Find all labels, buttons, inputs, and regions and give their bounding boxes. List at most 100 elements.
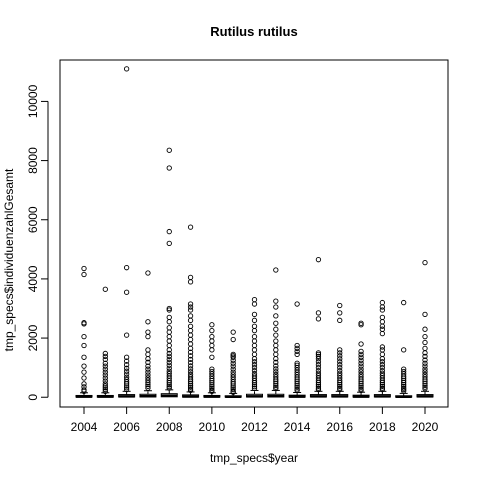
outlier-point-2006-5 xyxy=(123,358,130,364)
outlier-point-2007-1 xyxy=(145,319,151,325)
outlier-point-2020-4 xyxy=(422,339,428,346)
outlier-point-2016-9 xyxy=(337,365,343,371)
outlier-point-2019-12 xyxy=(401,386,407,393)
x-tick-label-2014: 2014 xyxy=(284,420,311,434)
outlier-point-2020-19 xyxy=(422,384,428,390)
outlier-point-2012-13 xyxy=(251,362,258,368)
outlier-point-2011-0 xyxy=(230,329,236,335)
outlier-point-2017-0 xyxy=(358,320,364,326)
outlier-point-2005-5 xyxy=(102,363,108,369)
outlier-point-2016-7 xyxy=(337,359,343,365)
x-tick-label-2006: 2006 xyxy=(113,420,140,434)
outlier-point-2005-3 xyxy=(102,356,108,363)
box-group-2006 xyxy=(118,66,136,398)
box-group-2019 xyxy=(395,299,413,399)
outlier-point-2006-3 xyxy=(123,332,130,338)
outlier-point-2018-13 xyxy=(379,362,386,368)
outlier-point-2012-11 xyxy=(251,356,258,362)
outlier-point-2011-19 xyxy=(230,389,236,395)
outlier-point-2017-6 xyxy=(358,357,364,363)
outlier-point-2018-2 xyxy=(379,307,386,313)
outlier-point-2015-15 xyxy=(315,379,322,386)
box-group-2013 xyxy=(267,267,285,398)
outlier-point-2009-4 xyxy=(187,304,194,310)
outlier-point-2014-18 xyxy=(294,387,300,394)
outlier-point-2017-10 xyxy=(358,369,364,375)
outlier-point-2008-25 xyxy=(166,380,172,386)
y-tick-label-10000: 10000 xyxy=(26,84,40,118)
outlier-point-2004-8 xyxy=(81,369,87,375)
outlier-point-2010-13 xyxy=(209,380,215,386)
outlier-point-2018-11 xyxy=(379,356,386,362)
outlier-point-2004-5 xyxy=(81,342,87,349)
outlier-point-2014-1 xyxy=(294,342,300,349)
outlier-point-2005-8 xyxy=(102,372,108,378)
outlier-point-2009-5 xyxy=(187,307,194,313)
outlier-point-2012-23 xyxy=(251,385,258,392)
outlier-point-2004-12 xyxy=(81,387,87,393)
outlier-point-2018-5 xyxy=(379,323,386,329)
box-group-2007 xyxy=(139,270,157,398)
outlier-point-2016-8 xyxy=(337,362,343,368)
outlier-point-2006-16 xyxy=(123,386,130,393)
outlier-point-2017-8 xyxy=(358,363,364,369)
outlier-point-2012-20 xyxy=(251,380,258,386)
outlier-point-2020-11 xyxy=(422,366,428,372)
outlier-point-2007-11 xyxy=(145,372,151,378)
outlier-point-2004-13 xyxy=(81,388,87,394)
outlier-point-2020-6 xyxy=(422,350,428,356)
outlier-point-2004-0 xyxy=(81,265,87,272)
box-group-2018 xyxy=(373,299,391,398)
outlier-point-2018-14 xyxy=(379,365,386,371)
outlier-point-2018-22 xyxy=(379,383,386,389)
outlier-point-2005-1 xyxy=(102,350,108,357)
outlier-point-2017-5 xyxy=(358,354,364,360)
outlier-point-2017-17 xyxy=(358,384,364,390)
outlier-point-2014-3 xyxy=(294,348,300,355)
x-axis-label: tmp_specs$year xyxy=(210,451,298,465)
box-group-2009 xyxy=(182,224,200,398)
outlier-point-2016-19 xyxy=(337,386,343,393)
outlier-point-2013-6 xyxy=(273,332,279,338)
outlier-point-2009-28 xyxy=(187,386,194,392)
outlier-point-2008-2 xyxy=(166,228,172,235)
outlier-point-2005-4 xyxy=(102,360,108,366)
outlier-point-2012-5 xyxy=(251,328,258,334)
outlier-point-2005-14 xyxy=(102,386,108,393)
outlier-point-2011-6 xyxy=(230,360,236,366)
outlier-point-2008-5 xyxy=(166,307,172,313)
outlier-point-2015-17 xyxy=(315,383,322,389)
outlier-point-2020-17 xyxy=(422,380,428,386)
plot-frame xyxy=(59,59,449,408)
outlier-point-2013-5 xyxy=(273,326,279,332)
outlier-point-2004-10 xyxy=(81,381,87,387)
outlier-point-2010-0 xyxy=(209,322,215,328)
outlier-point-2015-18 xyxy=(315,385,322,391)
outlier-point-2016-17 xyxy=(337,383,343,389)
outlier-point-2010-18 xyxy=(209,388,215,394)
outlier-point-2017-4 xyxy=(358,351,364,357)
outlier-point-2008-16 xyxy=(166,356,172,363)
outlier-point-2019-1 xyxy=(401,347,407,353)
box-group-2016 xyxy=(331,302,349,398)
y-tick-label-2000: 2000 xyxy=(26,324,40,351)
outlier-point-2012-22 xyxy=(251,383,258,390)
x-tick-label-2008: 2008 xyxy=(156,420,183,434)
outlier-point-2017-1 xyxy=(358,322,364,328)
outlier-point-2006-15 xyxy=(123,385,130,391)
outlier-point-2004-7 xyxy=(81,363,87,369)
outlier-point-2015-2 xyxy=(315,316,322,322)
outlier-point-2007-10 xyxy=(145,369,151,375)
outlier-point-2009-19 xyxy=(187,366,194,372)
outlier-point-2014-14 xyxy=(294,380,300,386)
outlier-point-2015-8 xyxy=(315,362,322,368)
outlier-point-2019-8 xyxy=(401,379,407,386)
outlier-point-2005-7 xyxy=(102,369,108,375)
outlier-point-2017-15 xyxy=(358,380,364,386)
outlier-point-2020-12 xyxy=(422,369,428,375)
outlier-point-2009-17 xyxy=(187,359,194,366)
box-group-2017 xyxy=(352,320,370,398)
outlier-point-2016-18 xyxy=(337,385,343,391)
outlier-point-2004-4 xyxy=(81,333,87,340)
outlier-point-2013-0 xyxy=(273,267,279,273)
